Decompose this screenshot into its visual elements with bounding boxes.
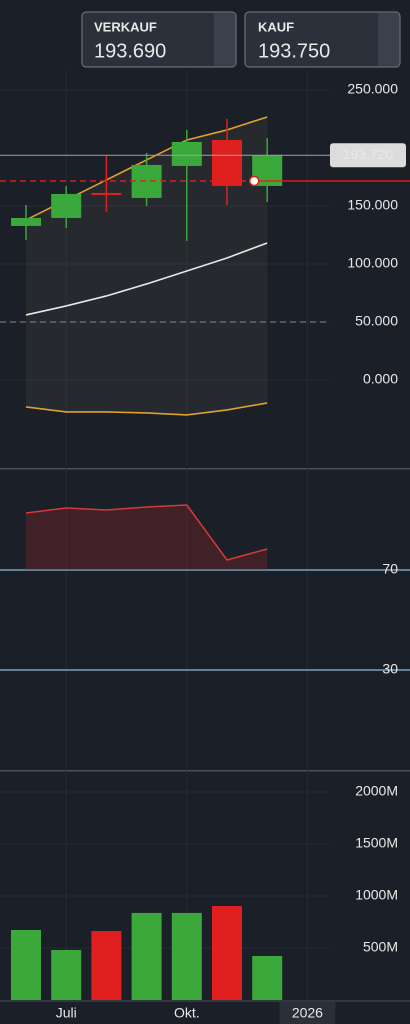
volume-bar: [91, 931, 122, 1000]
last-price-box: [330, 143, 406, 168]
sell-price: 193.690: [94, 40, 166, 62]
volume-bar: [11, 929, 41, 1000]
buy-price: 193.750: [258, 40, 330, 62]
y-tick-label: 50.000: [355, 313, 398, 329]
y-tick-label: 1000M: [355, 887, 398, 903]
y-tick-label: 250.000: [347, 81, 398, 97]
y-tick-label: 0.000: [363, 371, 398, 387]
indicator-line: [25, 402, 268, 416]
candle-body: [212, 139, 242, 186]
y-tick-label: 150.000: [347, 197, 398, 213]
rsi-fill: [26, 505, 268, 570]
x-tick-label: 2026: [292, 1005, 323, 1021]
y-tick-label: 2000M: [355, 783, 398, 799]
sell-label: VERKAUF: [94, 19, 157, 34]
candle-body: [51, 193, 82, 218]
y-tick-label: 500M: [363, 939, 398, 955]
volume-bar: [131, 912, 162, 1000]
last-price-label: 193.720: [343, 146, 394, 162]
sell-strip: [214, 13, 235, 66]
x-tick-label: Okt.: [174, 1005, 200, 1021]
panel-divider: [0, 468, 410, 470]
volume-bar: [252, 956, 283, 1000]
y-tick-label: 100.000: [347, 255, 398, 271]
buy-box[interactable]: [244, 11, 401, 68]
sell-button[interactable]: VERKAUF 193.690: [81, 11, 237, 68]
panel-divider: [0, 770, 410, 772]
rsi-line: [25, 504, 268, 561]
buy-button[interactable]: KAUF 193.750: [244, 11, 401, 68]
buy-strip: [378, 13, 399, 66]
volume-bar: [171, 912, 202, 1000]
plot: 0.000 50.000 100.000 150.000 250.000 193.720 3…: [0, 70, 410, 1024]
position-marker: [248, 175, 260, 187]
volume-bar: [51, 949, 82, 1000]
buy-label: KAUF: [258, 19, 294, 34]
candle-body: [171, 141, 202, 166]
y-tick-label: 30: [382, 661, 398, 677]
indicator-line: [25, 242, 268, 316]
candle-body: [131, 164, 162, 198]
x-label-box: [279, 1002, 336, 1024]
volume-bar: [212, 905, 242, 1000]
candle-body: [11, 217, 41, 226]
y-tick-label: 70: [382, 561, 398, 577]
candle-body: [91, 192, 122, 195]
x-tick-label: Juli: [56, 1005, 77, 1021]
sell-box[interactable]: [81, 11, 237, 68]
band-fill: [26, 116, 268, 415]
y-tick-label: 1500M: [355, 835, 398, 851]
